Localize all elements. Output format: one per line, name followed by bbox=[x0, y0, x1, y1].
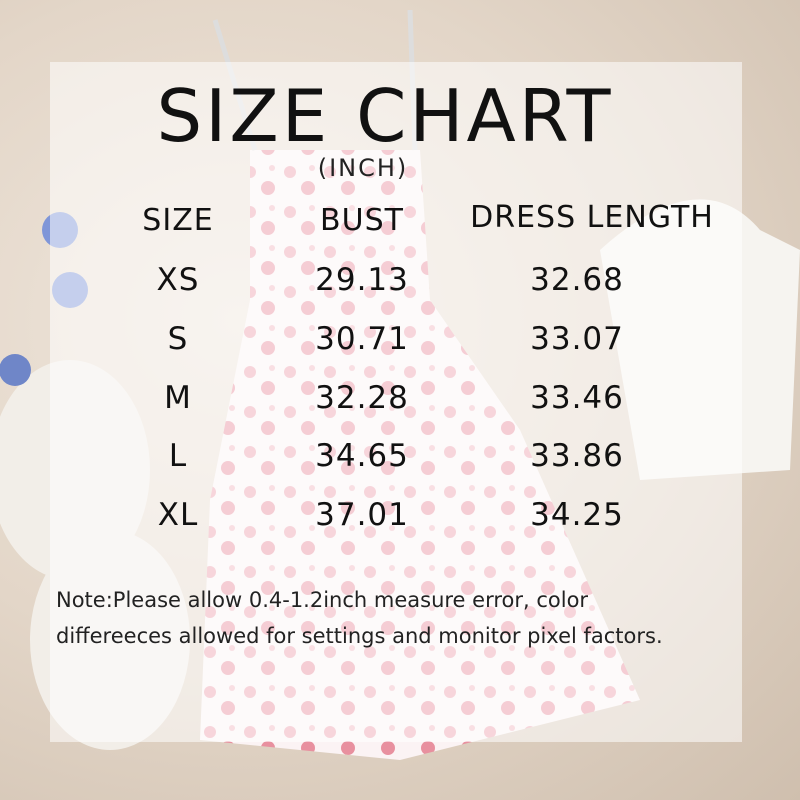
header-size: SIZE bbox=[142, 203, 214, 238]
size-chart-panel bbox=[50, 62, 742, 742]
cell-size: XS bbox=[156, 262, 200, 298]
header-bust: BUST bbox=[320, 203, 404, 238]
unit-label: (INCH) bbox=[317, 154, 409, 182]
cell-bust: 29.13 bbox=[315, 262, 409, 298]
cell-length: 32.68 bbox=[530, 262, 624, 298]
note-line: differeeces allowed for settings and mon… bbox=[56, 624, 663, 648]
cell-size: M bbox=[164, 380, 192, 416]
note-line: Note:Please allow 0.4-1.2inch measure er… bbox=[56, 588, 589, 612]
cell-bust: 34.65 bbox=[315, 438, 409, 474]
cell-length: 33.46 bbox=[530, 380, 624, 416]
cell-bust: 37.01 bbox=[315, 497, 409, 533]
cell-length: 33.86 bbox=[530, 438, 624, 474]
cell-bust: 32.28 bbox=[315, 380, 409, 416]
cell-bust: 30.71 bbox=[315, 321, 409, 357]
header-dress-length: DRESS LENGTH bbox=[470, 200, 714, 235]
cell-length: 33.07 bbox=[530, 321, 624, 357]
flower-image bbox=[0, 354, 31, 386]
cell-size: S bbox=[167, 321, 189, 357]
chart-title: SIZE CHART bbox=[156, 74, 614, 158]
cell-length: 34.25 bbox=[530, 497, 624, 533]
cell-size: XL bbox=[157, 497, 199, 533]
cell-size: L bbox=[168, 438, 188, 474]
note: Note:Please allow 0.4-1.2inch measure er… bbox=[56, 582, 663, 654]
